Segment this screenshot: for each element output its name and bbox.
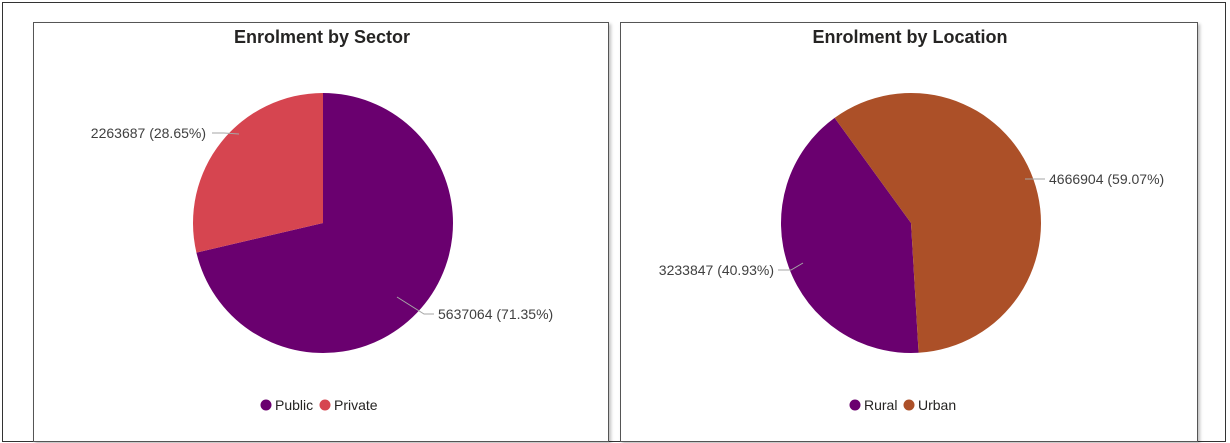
legend-marker-rural	[849, 399, 861, 411]
leader-line-public	[396, 296, 434, 315]
pie-slice-private	[193, 93, 323, 253]
chart-title: Enrolment by Location	[812, 27, 1007, 47]
chart-title: Enrolment by Sector	[234, 27, 410, 47]
sector-chart-panel: Enrolment by Sector 5637064 (71.35%) 226…	[33, 22, 609, 442]
legend-label-private: Private	[334, 397, 378, 413]
legend-label-urban: Urban	[918, 397, 956, 413]
data-label-private: 2263687 (28.65%)	[91, 125, 206, 141]
sector-chart-svg: Enrolment by Sector 5637064 (71.35%) 226…	[91, 27, 553, 413]
pie-slice-rural	[781, 117, 919, 354]
legend-marker-private	[319, 399, 331, 411]
location-chart-panel: Enrolment by Location 3233847 (40.93%) 4…	[620, 22, 1198, 442]
leader-line-rural	[778, 262, 804, 271]
data-label-urban: 4666904 (59.07%)	[1049, 171, 1164, 187]
pie-slice-public	[196, 93, 454, 354]
legend-marker-urban	[903, 399, 915, 411]
leader-line-private	[212, 132, 240, 135]
legend-label-rural: Rural	[864, 397, 897, 413]
data-label-rural: 3233847 (40.93%)	[659, 262, 774, 278]
pie-slice-urban	[834, 93, 1042, 353]
location-chart-svg: Enrolment by Location 3233847 (40.93%) 4…	[659, 27, 1164, 413]
legend-marker-public	[260, 399, 272, 411]
legend-label-public: Public	[275, 397, 313, 413]
data-label-public: 5637064 (71.35%)	[438, 306, 553, 322]
